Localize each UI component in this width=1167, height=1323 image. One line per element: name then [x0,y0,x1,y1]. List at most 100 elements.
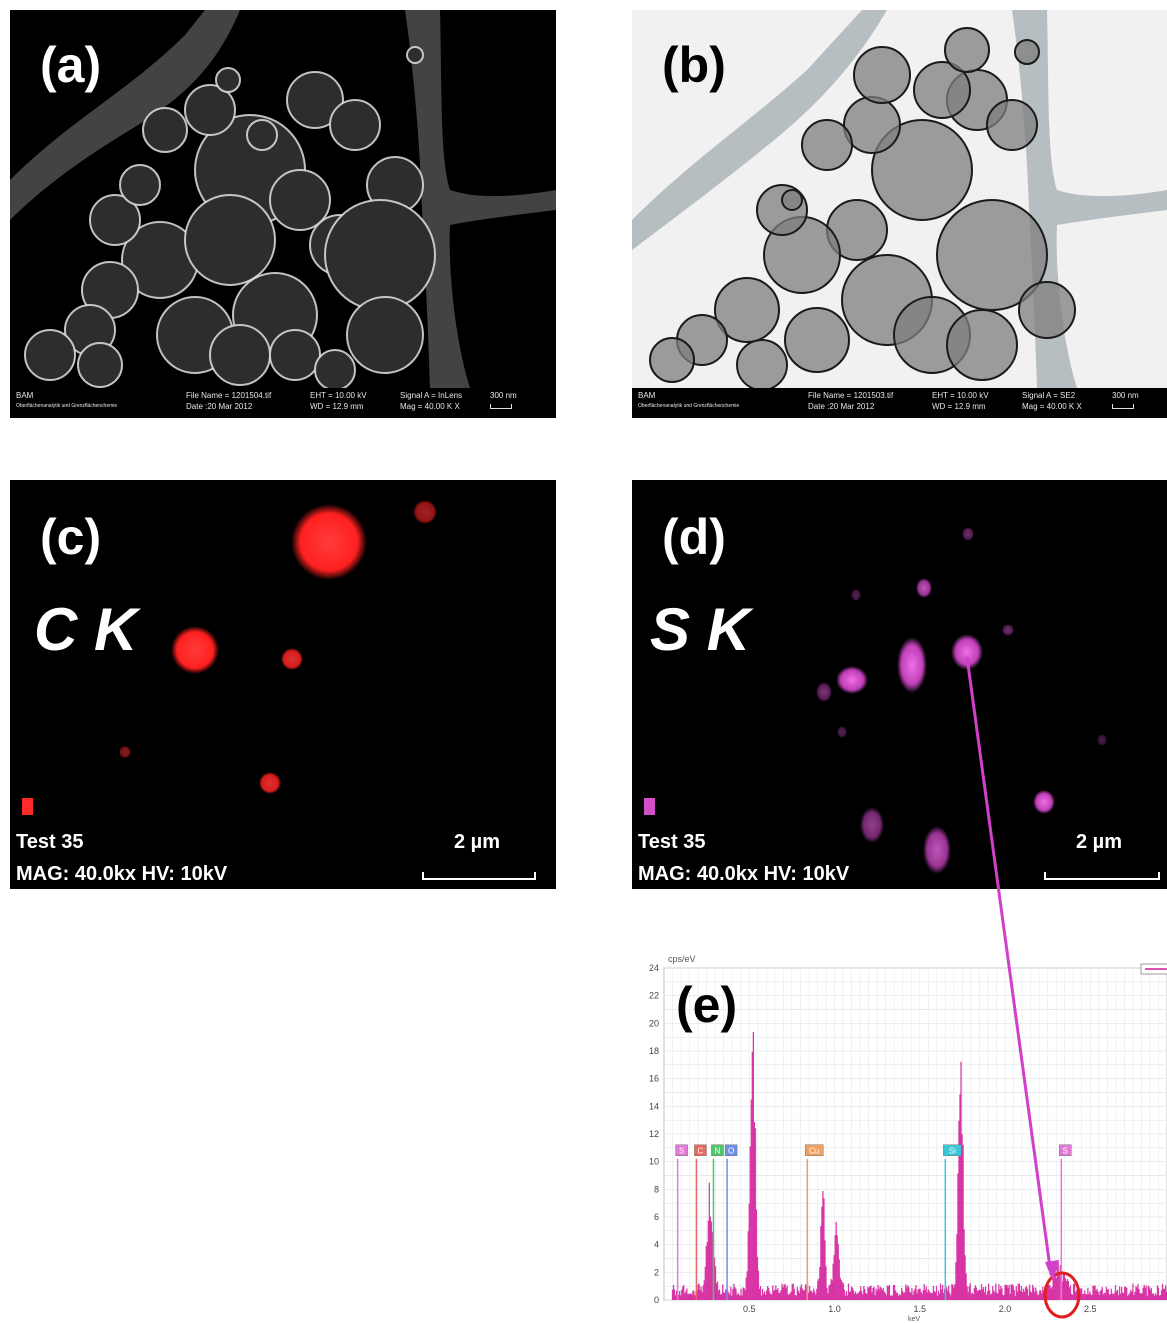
panel-label-c: (c) [40,509,102,565]
scale-bar [1112,404,1134,409]
element-tag-label: S [1063,1146,1068,1155]
particle [77,342,123,388]
element-label-d: S K [650,596,751,663]
particle [913,61,971,119]
scale-bar-d [1044,872,1160,880]
element-tag-label: Cu [809,1146,819,1155]
element-tag [943,1144,962,1156]
y-tick-label: 24 [649,963,659,973]
particle [944,27,990,73]
particle [24,329,76,381]
particle [184,84,236,136]
mag-hv-d: MAG: 40.0kx HV: 10kV [638,863,850,885]
sem-info-bar-b: BAM Oberflächenanalytik und Grenzflächen… [632,388,1167,418]
element-tag [711,1144,724,1156]
s-peak-highlight-circle [1043,1271,1081,1319]
particle [246,119,278,151]
particle [209,324,271,386]
eds-map-c: (c) C K Test 35 MAG: 40.0kx HV: 10kV 2 µ… [10,480,556,889]
x-tick-label: 2.5 [1084,1304,1097,1314]
particle [714,277,780,343]
sem-info-bar-a: BAM Oberflächenanalytik und Grenzflächen… [10,388,556,418]
y-tick-label: 12 [649,1129,659,1139]
file-name: File Name = 1201503.tif [808,391,894,400]
wd: WD = 12.9 mm [310,402,364,411]
y-tick-label: 6 [654,1212,659,1222]
particle [406,46,424,64]
carbon-map-dots [22,500,437,815]
dept-name: Oberflächenanalytik und Grenzflächenchem… [638,403,740,409]
sample-name-d: Test 35 [638,831,706,853]
mag: Mag = 40.00 K X [1022,402,1082,411]
particle [784,307,850,373]
file-name: File Name = 1201504.tif [186,391,272,400]
element-tag-label: C [698,1146,704,1155]
particle [936,199,1048,311]
particle [986,99,1038,151]
sem-particles-a [10,10,556,388]
particle [1014,39,1040,65]
org-name: BAM [16,391,34,400]
y-tick-label: 0 [654,1295,659,1305]
mag-hv-c: MAG: 40.0kx HV: 10kV [16,863,228,885]
eds-map-d: (d) S K Test 35 MAG: 40.0kx HV: 10kV 2 µ… [632,480,1167,889]
particle [781,189,803,211]
element-tag [1059,1144,1072,1156]
particle [269,169,331,231]
y-tick-label: 4 [654,1240,659,1250]
particle [215,67,241,93]
scale-label-d: 2 µm [1076,831,1122,853]
scale-label: 300 nm [490,391,517,400]
eht: EHT = 10.00 kV [310,391,367,400]
element-tag-label: Si [949,1146,956,1155]
particle [314,349,356,388]
x-tick-label: 2.0 [999,1304,1012,1314]
y-tick-label: 20 [649,1018,659,1028]
signal: Signal A = InLens [400,391,463,400]
element-tag [675,1144,688,1156]
particle [184,194,276,286]
wd: WD = 12.9 mm [932,402,986,411]
scale-bar [490,404,512,409]
particle [649,337,695,383]
y-tick-label: 8 [654,1184,659,1194]
particle [329,99,381,151]
sem-image-b: (b) BAM Oberflächenanalytik und Grenzflä… [632,10,1167,418]
eht: EHT = 10.00 kV [932,391,989,400]
particle [119,164,161,206]
org-name: BAM [638,391,656,400]
particle [286,71,344,129]
y-tick-label: 22 [649,991,659,1001]
particle [324,199,436,311]
particle [142,107,188,153]
x-unit-label: keV [908,1316,920,1323]
particle [853,46,911,104]
element-tag-label: O [728,1146,734,1155]
y-tick-label: 2 [654,1267,659,1277]
sem-image-a: (a) BAM Oberflächenanalytik und Grenzflä… [10,10,556,418]
element-tag [694,1144,707,1156]
element-tag [804,1144,824,1156]
mag: Mag = 40.00 K X [400,402,460,411]
particle [736,339,788,388]
sample-name-c: Test 35 [16,831,84,853]
x-tick-label: 1.5 [914,1304,927,1314]
element-label-c: C K [34,596,138,663]
x-tick-label: 1.0 [828,1304,841,1314]
signal: Signal A = SE2 [1022,391,1076,400]
dept-name: Oberflächenanalytik und Grenzflächenchem… [16,403,118,409]
y-tick-label: 10 [649,1157,659,1167]
particle [89,194,141,246]
date: Date :20 Mar 2012 [186,402,253,411]
element-tag-label: S [679,1146,684,1155]
panel-label-d: (d) [662,509,726,565]
y-tick-label: 14 [649,1101,659,1111]
panel-label-b: (b) [662,37,726,93]
y-tick-label: 18 [649,1046,659,1056]
scale-bar-c [422,872,536,880]
scale-label: 300 nm [1112,391,1139,400]
element-tag [724,1144,738,1156]
y-unit-label: cps/eV [668,954,696,964]
particle [346,296,424,374]
